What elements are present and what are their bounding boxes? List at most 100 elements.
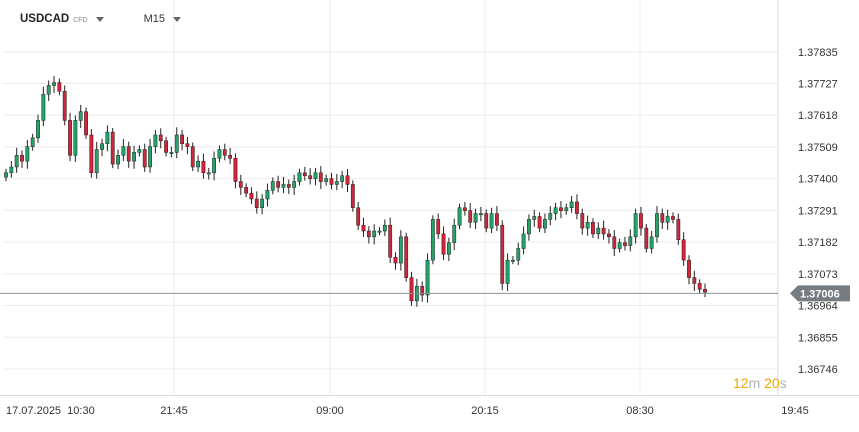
candle — [489, 207, 494, 234]
candle — [121, 139, 126, 162]
candle-body-down — [68, 120, 72, 156]
symbol-dropdown-caret-icon[interactable] — [95, 16, 104, 22]
instrument-type-label: CFD — [73, 16, 88, 24]
candle-body-up — [398, 236, 403, 264]
y-tick-label: 1.37618 — [798, 110, 838, 122]
candle — [313, 167, 318, 186]
candle — [633, 208, 638, 244]
candle — [580, 208, 585, 235]
candle-body-down — [393, 256, 398, 264]
candle-body-up — [633, 213, 638, 238]
candle-body-down — [366, 230, 371, 238]
candle — [73, 115, 78, 163]
candle — [601, 220, 606, 240]
candle — [617, 238, 622, 253]
candle-body-up — [174, 134, 179, 153]
candle — [361, 217, 366, 237]
candle-body-down — [244, 187, 249, 194]
candle-body-down — [580, 213, 585, 229]
candle-body-down — [142, 149, 147, 168]
candle — [20, 150, 24, 168]
candle-body-down — [462, 207, 467, 211]
candle — [425, 253, 430, 303]
candle — [441, 226, 446, 261]
candle-body-down — [164, 140, 168, 153]
candle-body-down — [687, 259, 691, 278]
x-axis: 17.07.2025 10:30 21:45 09:00 20:15 08:30 19:4… — [6, 405, 809, 417]
candle — [644, 224, 649, 253]
candle — [110, 127, 115, 169]
candle — [345, 169, 350, 193]
candle — [4, 168, 8, 182]
candle — [537, 212, 542, 233]
candle — [318, 166, 323, 190]
candle-body-down — [388, 224, 393, 258]
candle — [543, 213, 547, 234]
candle-body-up — [196, 160, 200, 168]
candle-body-up — [260, 198, 265, 208]
timeframe-dropdown-caret-icon[interactable] — [173, 16, 181, 22]
candle-body-up — [148, 146, 152, 168]
candle-body-down — [500, 224, 505, 284]
candle — [494, 205, 499, 232]
candle-body-down — [302, 172, 307, 176]
y-tick-label: 1.36746 — [798, 364, 838, 376]
candle — [703, 283, 707, 298]
candle — [158, 128, 163, 149]
candle-body-up — [212, 157, 217, 174]
candle — [30, 133, 35, 151]
current-price: 1.37006 — [0, 285, 850, 302]
timeframe-label[interactable]: M15 — [143, 13, 165, 25]
candle-body-down — [612, 236, 617, 249]
candle-body-up — [617, 242, 622, 249]
candle-body-down — [409, 277, 414, 302]
candle — [276, 175, 281, 193]
candle — [249, 187, 254, 204]
candle — [697, 279, 702, 294]
candle-body-up — [265, 190, 270, 200]
candle — [116, 149, 120, 170]
candle-body-up — [100, 143, 104, 150]
candle — [462, 201, 467, 216]
candle-countdown: 12m 20s — [733, 375, 787, 391]
candle-body-up — [649, 236, 654, 249]
symbol-label[interactable]: USDCAD — [20, 13, 70, 25]
candle-body-up — [377, 230, 382, 233]
candle-body-up — [94, 149, 99, 174]
candle-body-down — [601, 227, 606, 235]
candle-body-up — [4, 172, 8, 178]
candle-body-down — [671, 216, 675, 220]
candle-body-down — [228, 155, 233, 159]
candle — [409, 271, 414, 306]
candle-body-up — [292, 181, 297, 188]
candle-body-down — [703, 288, 707, 293]
candle — [84, 107, 88, 140]
candle — [244, 183, 249, 198]
candle — [484, 209, 489, 233]
candle-body-down — [308, 175, 313, 179]
candle-body-up — [281, 184, 286, 188]
candle — [9, 161, 14, 178]
candle-body-down — [484, 213, 489, 229]
candle-body-down — [404, 236, 409, 278]
candle-body-up — [425, 259, 430, 296]
candle-body-up — [505, 259, 510, 284]
candle-body-up — [532, 216, 537, 220]
candle — [105, 125, 110, 152]
candle-body-up — [52, 82, 56, 86]
candle — [281, 176, 286, 194]
candle-body-down — [575, 201, 579, 214]
candle-body-up — [206, 172, 211, 175]
y-tick-label: 1.37291 — [798, 205, 838, 217]
grid — [0, 0, 859, 396]
candle — [153, 130, 158, 154]
candle — [665, 209, 670, 230]
countdown-minutes: 12 — [733, 375, 749, 391]
x-tick-label: 09:00 — [316, 405, 344, 417]
x-tick-label: 08:30 — [626, 405, 654, 417]
candle-body-up — [313, 172, 318, 179]
candle — [681, 232, 686, 266]
candle — [94, 141, 99, 179]
